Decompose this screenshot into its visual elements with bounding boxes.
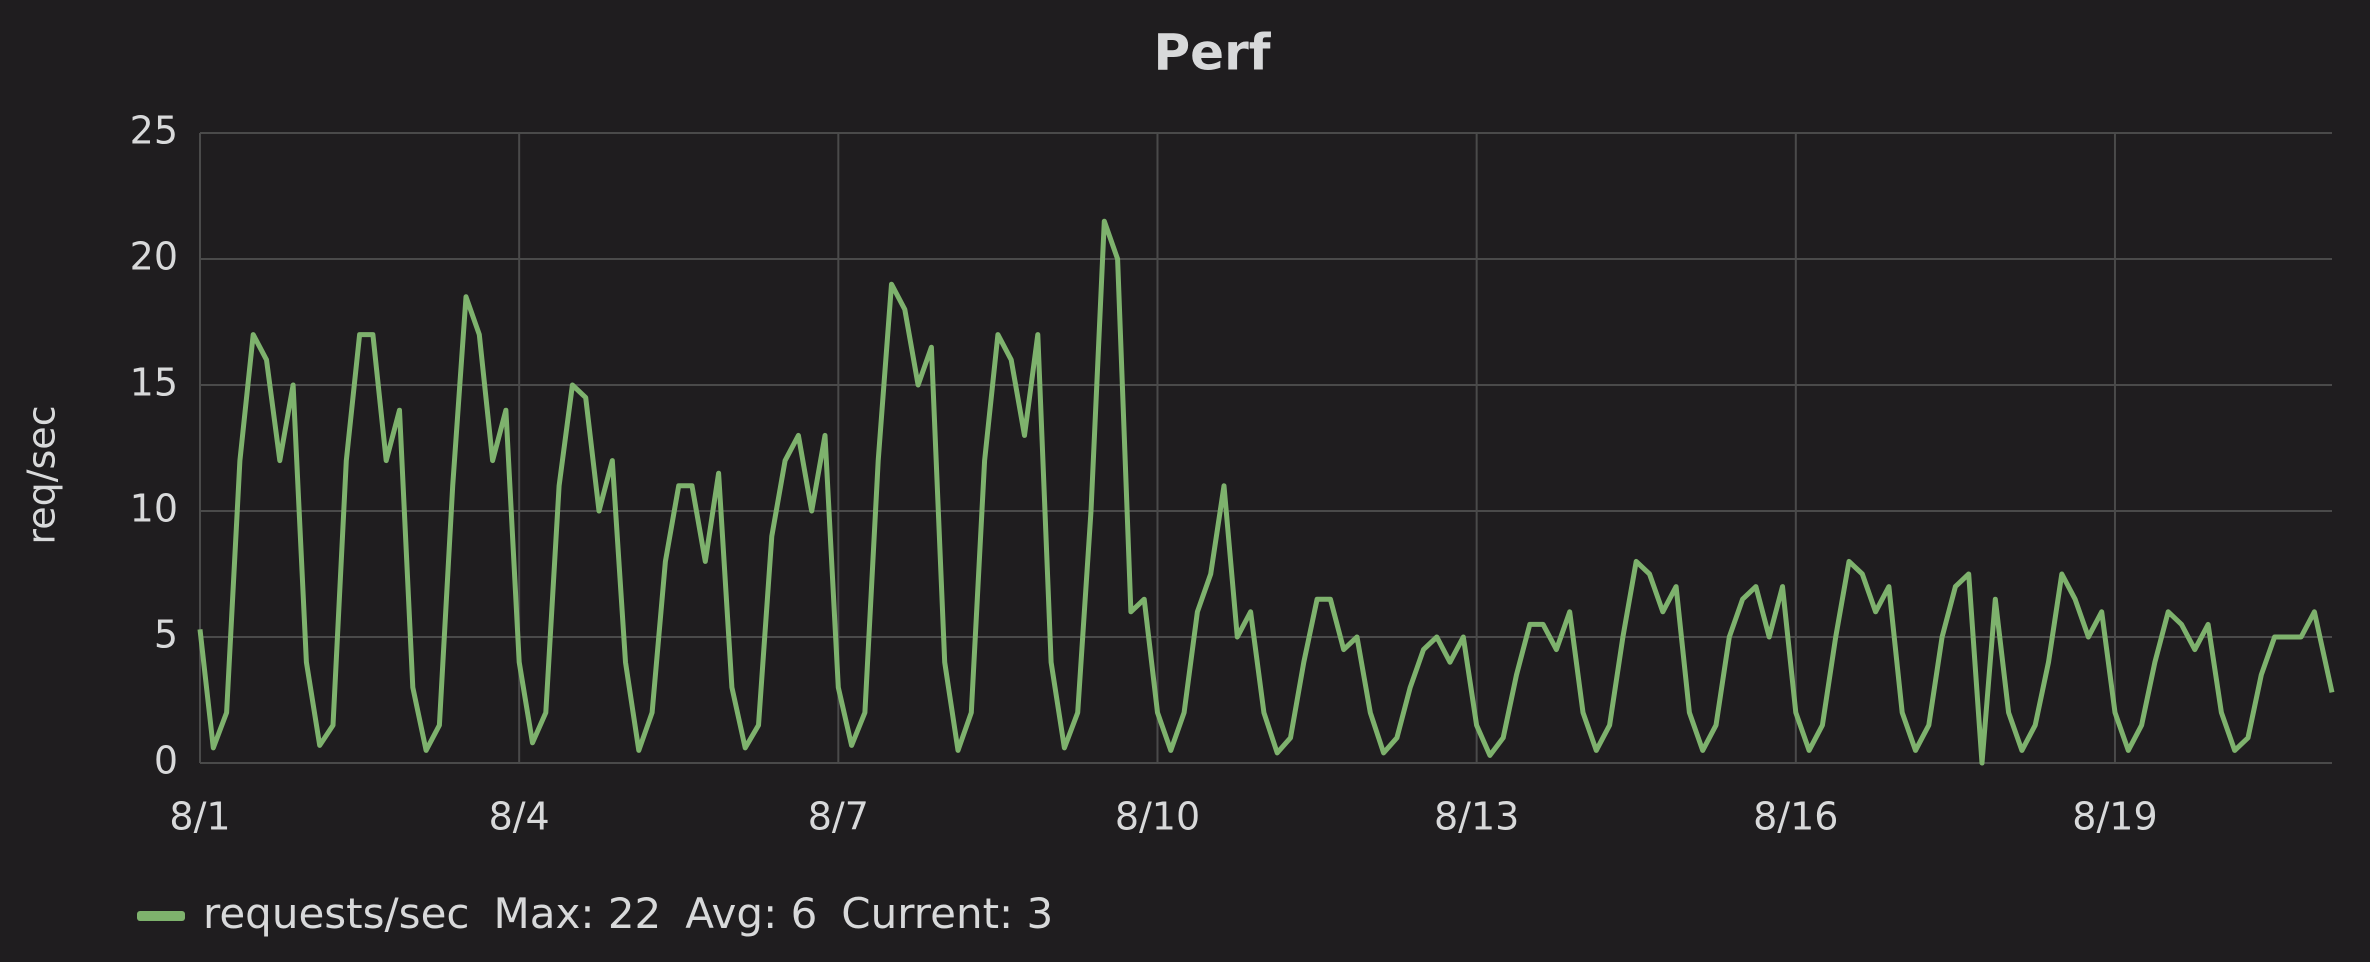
x-tick-label: 8/4: [489, 795, 550, 839]
x-tick-label: 8/16: [1753, 795, 1838, 839]
legend-stat: Max: 22: [494, 889, 662, 938]
legend-swatch: [137, 911, 185, 921]
legend-entry: requests/sec Max: 22 Avg: 6 Current: 3: [203, 889, 1053, 938]
chart-title: Perf: [1154, 24, 1272, 82]
x-tick-label: 8/7: [808, 795, 869, 839]
legend-label: requests/sec: [203, 889, 470, 938]
y-tick-label: 25: [130, 109, 178, 153]
x-tick-label: 8/19: [2072, 795, 2157, 839]
y-tick-label: 10: [130, 487, 178, 531]
y-axis-label: req/sec: [20, 405, 64, 544]
y-tick-label: 5: [154, 613, 178, 657]
legend-stat: Avg: 6: [685, 889, 817, 938]
y-tick-label: 20: [130, 235, 178, 279]
y-tick-label: 0: [154, 739, 178, 783]
x-tick-label: 8/13: [1434, 795, 1519, 839]
series-line: [197, 218, 2335, 766]
x-tick-label: 8/1: [169, 795, 230, 839]
legend-stat: Current: 3: [841, 889, 1053, 938]
y-tick-label: 15: [130, 361, 178, 405]
x-tick-label: 8/10: [1115, 795, 1200, 839]
